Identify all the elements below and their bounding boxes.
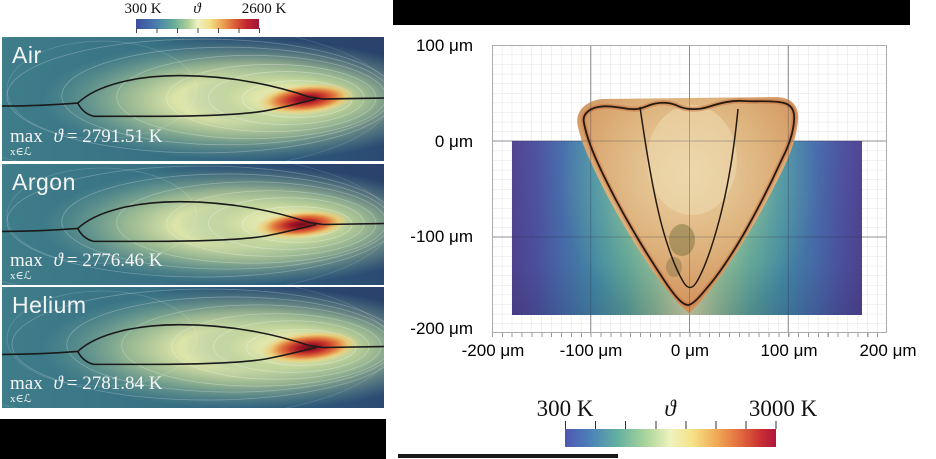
melt-pool-contour-inner [639, 106, 739, 289]
right-colorbar-max-label: 3000 K [748, 396, 818, 421]
left-figure: 300 K ϑ 2600 K [0, 0, 393, 459]
right-colorbar-gradient [565, 429, 776, 447]
panel-air: Air max x∈ℒ ϑ = 2791.51 K [2, 37, 384, 161]
left-colorbar-symbol: ϑ [193, 1, 201, 17]
melt-pool-plot [492, 45, 887, 333]
melt-pool-heatmap [492, 45, 887, 333]
max-temperature-air: max x∈ℒ ϑ = 2791.51 K [10, 126, 163, 158]
panel-label-argon: Argon [12, 169, 76, 195]
left-colorbar-gradient [136, 19, 259, 29]
x-axis-ticks [492, 333, 887, 337]
plot-border [492, 45, 887, 333]
x-tick-100um: 100 μm [760, 341, 818, 360]
right-colorbar-symbol: ϑ [664, 396, 676, 421]
panel-label-helium: Helium [12, 292, 87, 318]
temperature-field-argon [2, 164, 384, 285]
panel-argon: Argon max x∈ℒ ϑ = 2776.46 K [2, 164, 384, 285]
max-temperature-argon: max x∈ℒ ϑ = 2776.46 K [10, 250, 163, 282]
left-colorbar-min-label: 300 K [124, 1, 162, 17]
melt-pool-outline [2, 74, 384, 118]
melt-pool-outline [2, 323, 384, 366]
left-figure-bottom-bar [0, 419, 386, 459]
melt-pool-outline [2, 200, 384, 243]
x-tick-m100um: -100 μm [559, 341, 623, 360]
y-tick-0um: 0 μm [434, 132, 473, 151]
x-tick-0um: 0 μm [670, 341, 710, 360]
x-tick-200um: 200 μm [859, 341, 917, 360]
melt-pool-highlight [647, 105, 737, 215]
max-temperature-helium: max x∈ℒ ϑ = 2781.84 K [10, 373, 163, 405]
x-tick-m200um: -200 μm [461, 341, 525, 360]
laser-hot-spot [253, 210, 349, 239]
melt-pool-contour-outer [582, 99, 796, 306]
panel-label-air: Air [12, 42, 42, 68]
right-figure: 100 μm 0 μm -100 μm -200 μm [393, 0, 936, 459]
temperature-field-helium [2, 287, 384, 408]
y-tick-m200um: -200 μm [410, 319, 473, 338]
isotherm-contours [2, 287, 384, 408]
right-figure-bottom-bar [398, 454, 618, 458]
y-tick-100um: 100 μm [415, 36, 473, 55]
y-tick-m100um: -100 μm [410, 227, 473, 246]
temperature-field-air [2, 37, 384, 161]
melt-pool-dark-spot [669, 224, 695, 256]
left-colorbar-max-label: 2600 K [241, 1, 287, 17]
right-colorbar-min-label: 300 K [536, 396, 594, 421]
panel-helium: Helium max x∈ℒ ϑ = 2781.84 K [2, 287, 384, 408]
left-colorbar-ticks [136, 28, 260, 33]
right-colorbar-ticks [565, 421, 777, 429]
right-figure-top-bar [393, 0, 910, 25]
